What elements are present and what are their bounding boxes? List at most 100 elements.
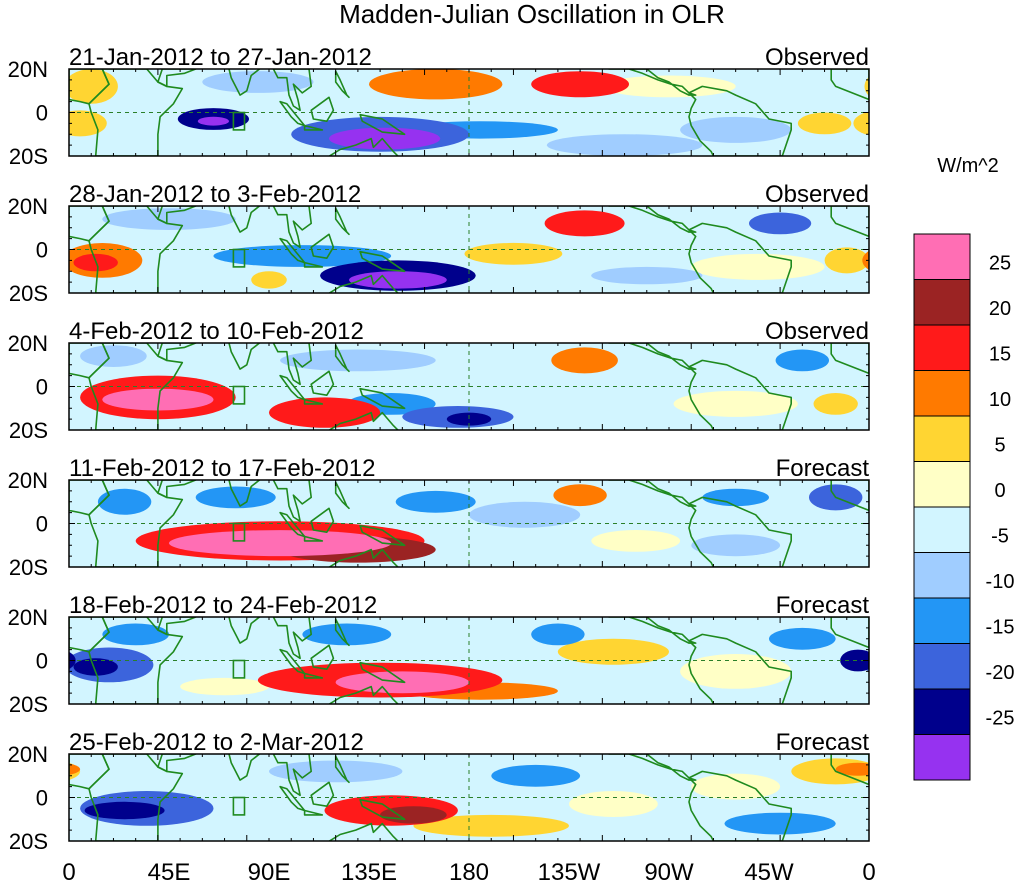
coastline bbox=[157, 754, 197, 773]
coastline bbox=[334, 344, 350, 373]
anomaly-field bbox=[69, 69, 869, 156]
colorbar-swatch bbox=[913, 370, 971, 417]
anomaly-region bbox=[864, 76, 869, 97]
panel-status-label: Forecast bbox=[776, 455, 870, 482]
anomaly-region bbox=[369, 69, 503, 100]
panel-period-label: 28-Jan-2012 to 3-Feb-2012 bbox=[69, 181, 361, 208]
anomaly-region bbox=[835, 762, 869, 776]
coastline bbox=[227, 69, 261, 96]
anomaly-field bbox=[97, 484, 863, 563]
anomaly-region bbox=[749, 212, 812, 235]
anomaly-region bbox=[446, 412, 492, 426]
coastline bbox=[279, 511, 306, 538]
panel-status-label: Observed bbox=[765, 181, 869, 208]
colorbar-swatch bbox=[913, 734, 971, 781]
coastline bbox=[359, 250, 406, 273]
coastline bbox=[272, 754, 313, 797]
anomaly-region bbox=[280, 349, 436, 372]
coastline bbox=[157, 206, 197, 225]
anomaly-region bbox=[69, 110, 107, 137]
anomaly-region bbox=[491, 764, 581, 787]
coastline bbox=[310, 781, 335, 808]
y-tick-label: 0 bbox=[36, 649, 48, 674]
anomaly-region bbox=[551, 347, 618, 374]
coastline bbox=[830, 754, 869, 786]
coastline bbox=[334, 481, 350, 510]
coastline bbox=[327, 411, 399, 430]
coastline bbox=[272, 343, 313, 386]
anomaly-field bbox=[69, 208, 869, 291]
y-tick-label: 20S bbox=[9, 418, 48, 443]
coastline bbox=[334, 618, 350, 647]
colorbar-tick-label: 10 bbox=[989, 389, 1011, 411]
coastline bbox=[272, 69, 313, 112]
colorbar-swatch bbox=[913, 233, 971, 280]
x-tick-label: 180 bbox=[449, 859, 489, 886]
panel-1: 20N 0 20S 21-Jan-2012 to 27-Jan-2012 Observe… bbox=[8, 44, 870, 169]
coastline bbox=[279, 100, 306, 127]
anomaly-region bbox=[349, 271, 447, 289]
anomaly-region bbox=[702, 488, 769, 507]
coastline bbox=[227, 617, 261, 644]
panel-period-label: 25-Feb-2012 to 2-Mar-2012 bbox=[69, 729, 364, 756]
anomaly-region bbox=[180, 677, 269, 696]
y-tick-label: 20S bbox=[9, 829, 48, 854]
coastline bbox=[608, 206, 697, 233]
anomaly-region bbox=[546, 134, 703, 156]
anomaly-region bbox=[464, 242, 563, 265]
anomaly-region bbox=[680, 116, 792, 143]
colorbar-tick-label: 15 bbox=[989, 344, 1011, 366]
coastline bbox=[830, 343, 869, 375]
coastline bbox=[157, 343, 197, 362]
anomaly-region bbox=[73, 658, 118, 676]
anomaly-region bbox=[813, 393, 858, 415]
panel-status-label: Observed bbox=[765, 318, 869, 345]
y-tick-label: 20S bbox=[9, 281, 48, 306]
y-tick-label: 0 bbox=[36, 375, 48, 400]
panel-2: 20N 0 20S 28-Jan-2012 to 3-Feb-2012 Observed bbox=[8, 181, 870, 306]
anomaly-region bbox=[557, 638, 670, 665]
colorbar-tick-label: 5 bbox=[994, 435, 1005, 457]
panel-4: 20N 0 20S 11-Feb-2012 to 17-Feb-2012 Forecas… bbox=[8, 455, 870, 580]
anomaly-region bbox=[69, 763, 81, 775]
coastline bbox=[303, 124, 324, 131]
y-tick-label: 20S bbox=[9, 692, 48, 717]
x-tick-label: 90E bbox=[248, 859, 291, 886]
anomaly-region bbox=[591, 530, 681, 552]
anomaly-region bbox=[591, 266, 703, 285]
coastline bbox=[688, 85, 793, 156]
anomaly-region bbox=[853, 111, 869, 136]
coastlines bbox=[69, 343, 869, 430]
panel-status-label: Forecast bbox=[776, 729, 870, 756]
x-tick-label: 0 bbox=[862, 859, 875, 886]
coastline bbox=[157, 480, 197, 499]
anomaly-region bbox=[69, 69, 118, 104]
coastline bbox=[303, 672, 324, 679]
colorbar-swatch bbox=[913, 552, 971, 599]
colorbar-tick-label: 0 bbox=[994, 480, 1005, 502]
coastline bbox=[272, 480, 313, 523]
colorbar-tick-label: -5 bbox=[991, 526, 1009, 548]
y-tick-label: 20N bbox=[8, 605, 48, 630]
coastline bbox=[303, 809, 324, 816]
panel-period-label: 18-Feb-2012 to 24-Feb-2012 bbox=[69, 592, 377, 619]
coastline bbox=[327, 548, 399, 567]
x-tick-label: 90W bbox=[644, 859, 694, 886]
coastline bbox=[688, 770, 793, 841]
anomaly-region bbox=[775, 349, 829, 372]
colorbar-tick-label: 25 bbox=[989, 253, 1011, 275]
coastline bbox=[303, 261, 324, 268]
anomaly-region bbox=[531, 623, 585, 646]
anomaly-region bbox=[102, 623, 169, 646]
coastline bbox=[272, 617, 313, 660]
coastline bbox=[310, 644, 335, 671]
coastline bbox=[279, 785, 306, 812]
coastline bbox=[327, 137, 399, 156]
anomaly-region bbox=[80, 345, 147, 367]
colorbar: W/m^2 25 20 15 10 5 0 -5 -10 -15 -20 -25 bbox=[913, 155, 1015, 781]
colorbar-tick-label: -15 bbox=[986, 617, 1015, 639]
y-tick-label: 0 bbox=[36, 786, 48, 811]
coastline bbox=[157, 69, 197, 88]
colorbar-tick-label: -25 bbox=[986, 708, 1015, 730]
coastlines bbox=[69, 754, 869, 841]
